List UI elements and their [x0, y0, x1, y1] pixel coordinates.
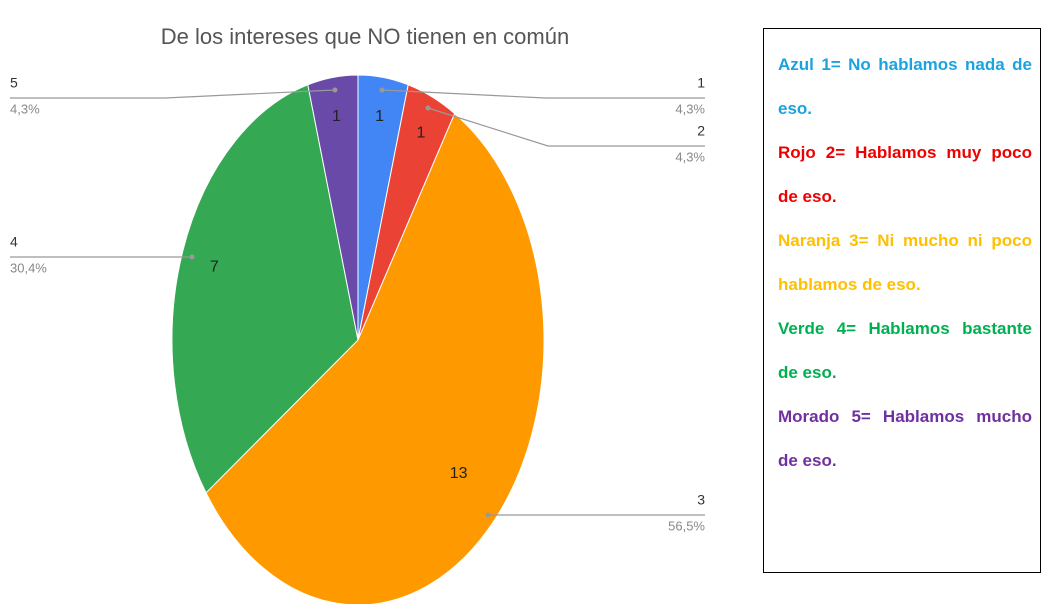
percent-label: 4,3%: [675, 149, 705, 164]
slice-label: 1: [332, 108, 341, 125]
slice-label: 7: [210, 258, 219, 275]
slice-label: 13: [450, 465, 468, 482]
percent-label: 4,3%: [10, 101, 40, 116]
legend-note: Verde 4= Hablamos bastante de eso.: [778, 319, 1032, 382]
chart: De los intereses que NO tienen en común …: [10, 24, 705, 604]
pie-slice: [171, 84, 359, 494]
leader-dot: [379, 87, 385, 93]
pie-slice: [307, 74, 359, 341]
category-label: 4: [10, 234, 18, 250]
leader-line: [10, 89, 336, 99]
leader-dot: [332, 87, 338, 93]
legend-note: Rojo 2= Hablamos muy poco de eso.: [778, 143, 1032, 206]
pie-slice: [205, 112, 545, 604]
legend-note: Azul 1= No hablamos nada de eso.: [778, 55, 1032, 118]
leader-line: [381, 89, 705, 99]
percent-label: 30,4%: [10, 260, 47, 275]
slice-label: 1: [417, 125, 426, 142]
category-label: 1: [697, 75, 705, 91]
category-label: 3: [697, 492, 705, 508]
percent-label: 56,5%: [668, 518, 705, 533]
leader-dot: [485, 512, 491, 518]
legend-box: Azul 1= No hablamos nada de eso. Rojo 2= …: [763, 28, 1041, 573]
slice-label: 1: [375, 108, 384, 125]
percent-label: 4,3%: [675, 101, 705, 116]
chart-title: De los intereses que NO tienen en común: [161, 24, 569, 49]
leader-line: [427, 107, 705, 147]
category-label: 5: [10, 75, 18, 91]
leader-dot: [425, 105, 431, 111]
legend-note: Morado 5= Hablamos mucho de eso.: [778, 407, 1032, 470]
legend-note: Naranja 3= Ni mucho ni poco hablamos de …: [778, 231, 1032, 294]
category-label: 2: [697, 123, 705, 139]
leader-dot: [189, 254, 195, 260]
